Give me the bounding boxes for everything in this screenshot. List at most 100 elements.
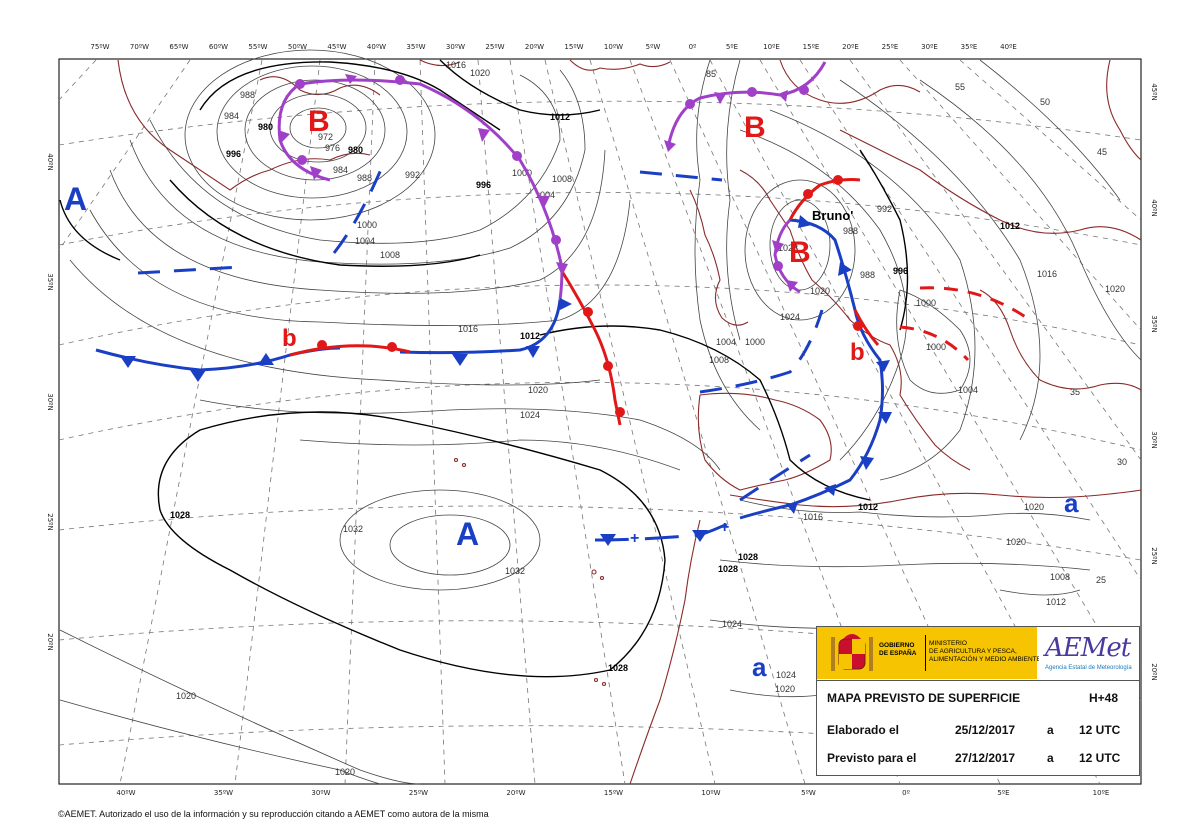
- isobar-label: 1012: [1000, 221, 1020, 231]
- axis-label: 35ºW: [406, 43, 425, 51]
- valid-time: 12 UTC: [1079, 751, 1121, 765]
- cold-front-triangle: [876, 360, 890, 372]
- aemet-wordmark: AEMet: [1045, 633, 1131, 663]
- ministry-label: MINISTERIO DE AGRICULTURA Y PESCA, ALIME…: [929, 640, 1041, 663]
- troughs: [137, 159, 824, 502]
- axis-label: 75ºW: [90, 43, 109, 51]
- axis-label: 25ºN: [1150, 547, 1158, 564]
- axis-label: 5ºW: [646, 43, 661, 51]
- warm-front-semicircle: [583, 307, 593, 317]
- occluded-front-symbol: [478, 128, 490, 142]
- axis-label: 40ºW: [367, 43, 386, 51]
- cold-front-triangle: [526, 346, 540, 358]
- occluded-front-symbol: [685, 99, 695, 109]
- longitude-labels-top: 75ºW 70ºW 65ºW 60ºW 55ºW 50ºW 45ºW 40ºW 35ºW 30ºW…: [90, 43, 1016, 51]
- isobar-label: 1020: [775, 684, 795, 694]
- isobar-label: 1008: [552, 174, 572, 184]
- axis-label: 10ºE: [1093, 789, 1110, 797]
- axis-label: 20ºN: [1150, 663, 1158, 680]
- coast-mediterranean: [979, 289, 1142, 391]
- panel-divider: [817, 680, 1139, 681]
- isobar-label: 992: [877, 204, 892, 214]
- isobar-label: 1000: [745, 337, 765, 347]
- occluded-front-symbol: [395, 75, 405, 85]
- axis-label: 10ºW: [604, 43, 623, 51]
- front-marker: +: [720, 519, 729, 536]
- isobar-label: 1020: [1105, 284, 1125, 294]
- isobar-label: 1004: [716, 337, 736, 347]
- isobar-label: 1020: [528, 385, 548, 395]
- warm-front-semicircle: [615, 407, 625, 417]
- coat-of-arms-icon: [831, 634, 873, 671]
- logo-divider: [925, 635, 926, 671]
- isobar-label: 1020: [470, 68, 490, 78]
- isobar-label: 1016: [803, 512, 823, 522]
- cold-front-triangle: [878, 412, 892, 424]
- isobar-label: 1028: [718, 564, 738, 574]
- occluded-front-symbol: [664, 140, 676, 152]
- trough: [899, 325, 970, 362]
- cold-front-triangle: [452, 354, 468, 366]
- axis-label: 70ºW: [130, 43, 149, 51]
- isobar-label: 972: [318, 132, 333, 142]
- government-logo-band: GOBIERNO DE ESPAÑA MINISTERIO DE AGRICUL…: [817, 627, 1041, 679]
- axis-label: 40ºN: [46, 153, 54, 170]
- isobar-label: 1032: [505, 566, 525, 576]
- axis-label: 65ºW: [169, 43, 188, 51]
- isobar-label: 1028: [738, 552, 758, 562]
- secondary-high-label: a: [1064, 488, 1079, 518]
- trough: [739, 453, 811, 502]
- isobar-label: 1000: [512, 168, 532, 178]
- axis-label: 30ºW: [311, 789, 330, 797]
- pressure-systems: B B B b b A A a a Bruno': [64, 105, 1079, 682]
- isobar-label: 980: [258, 122, 273, 132]
- axis-label: 25ºE: [882, 43, 899, 51]
- isobar-label: 1012: [520, 331, 540, 341]
- isobar-label: 996: [226, 149, 241, 159]
- isobar-label: 1004: [535, 190, 555, 200]
- isobar-label: 1024: [520, 410, 540, 420]
- aemet-logo: AEMet Agencia Estatal de Meteorología: [1039, 627, 1139, 679]
- axis-label: 15ºE: [803, 43, 820, 51]
- occluded-front-symbol: [556, 262, 568, 276]
- axis-label: 0º: [902, 789, 910, 797]
- occluded-front-symbol: [278, 130, 290, 144]
- isobar-label: 1008: [709, 355, 729, 365]
- latitude-labels-right: 45ºN 40ºN 35ºN 30ºN 25ºN 20ºN: [1150, 83, 1158, 680]
- issued-at: a: [1047, 723, 1054, 737]
- occluded-front-symbol: [345, 74, 357, 84]
- latitude-labels-left: 40ºN 35ºN 30ºN 25ºN 20ºN: [46, 153, 54, 650]
- trough: [639, 170, 723, 182]
- axis-label: 35ºE: [961, 43, 978, 51]
- issued-date: 25/12/2017: [955, 723, 1016, 737]
- warm-front-semicircle: [603, 361, 613, 371]
- cold-front-triangle: [692, 530, 708, 542]
- isobar-label: 1024: [722, 619, 742, 629]
- axis-label: 5ºW: [801, 789, 816, 797]
- axis-label: 25ºW: [409, 789, 428, 797]
- axis-label: 55ºW: [248, 43, 267, 51]
- isobar-label: 30: [1117, 457, 1127, 467]
- isobar-label: 1020: [176, 691, 196, 701]
- isobar-label: 1000: [926, 342, 946, 352]
- cold-front-triangle: [860, 456, 874, 470]
- axis-label: 40ºW: [116, 789, 135, 797]
- isobar-label: 988: [357, 173, 372, 183]
- isobar-label: 988: [843, 226, 858, 236]
- axis-label: 10ºW: [701, 789, 720, 797]
- isobar-label: 1008: [380, 250, 400, 260]
- occluded-front-symbol: [512, 151, 522, 161]
- axis-label: 40ºE: [1000, 43, 1017, 51]
- axis-label: 40ºN: [1150, 199, 1158, 216]
- isobar-label: 85: [706, 69, 716, 79]
- axis-label: 10ºE: [763, 43, 780, 51]
- trough: [919, 286, 1031, 322]
- coast-british-isles: [689, 189, 749, 326]
- isobar-label: 1028: [778, 243, 798, 253]
- issued-time: 12 UTC: [1079, 723, 1121, 737]
- axis-label: 35ºW: [214, 789, 233, 797]
- occluded-front-symbol: [551, 235, 561, 245]
- coastlines: [117, 59, 1142, 785]
- valid-at: a: [1047, 751, 1054, 765]
- isobars: [59, 49, 1142, 785]
